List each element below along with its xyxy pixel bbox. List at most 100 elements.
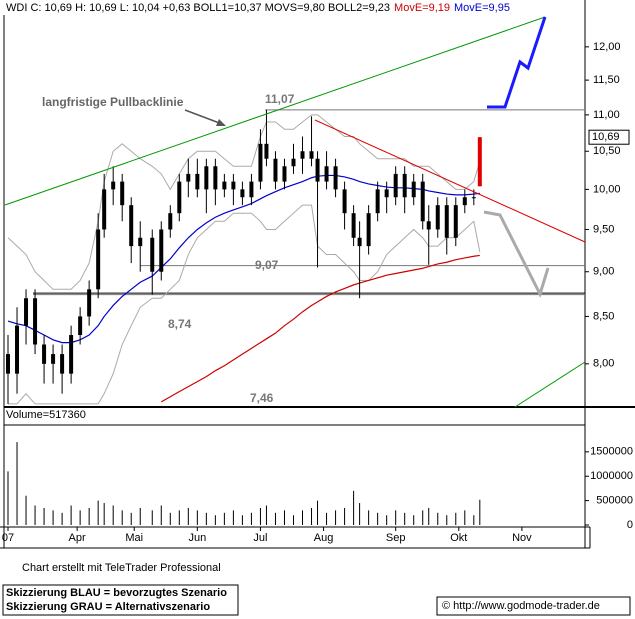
candle-body — [51, 354, 56, 364]
candle-body — [477, 137, 482, 187]
candle-body — [471, 197, 476, 199]
candle-body — [87, 289, 92, 317]
candle-body — [60, 354, 65, 374]
candle-body — [177, 181, 182, 214]
candle-body — [159, 229, 164, 272]
header-bg — [0, 0, 540, 15]
x-tick-label: Mai — [125, 532, 143, 544]
y-tick-label: 8,00 — [593, 358, 614, 370]
x-tick-label: Sep — [386, 532, 406, 544]
x-tick-label: Aug — [314, 532, 334, 544]
trend-line — [314, 119, 586, 243]
candle-body — [300, 151, 305, 159]
candle-body — [24, 298, 29, 326]
candle-body — [120, 181, 125, 206]
candle-body — [204, 166, 209, 190]
plot-area: 11,07 9,07 8,74 7,46 — [6, 92, 585, 525]
trend-line — [4, 16, 546, 206]
legend-entry: MovE=9,95 — [454, 2, 510, 14]
candle-body — [168, 213, 173, 230]
candle-body — [249, 181, 254, 198]
candle-body — [420, 181, 425, 222]
candle-body — [33, 298, 38, 345]
candle-body — [411, 181, 416, 198]
candle-body — [315, 158, 320, 182]
candle-body — [444, 205, 449, 238]
candle-body — [282, 166, 287, 182]
candle-body — [333, 166, 338, 190]
candle-body — [222, 181, 227, 190]
credit: Chart erstellt mit TeleTrader Profession… — [22, 562, 221, 574]
candle-body — [462, 197, 467, 206]
candle-body — [324, 166, 329, 182]
x-tick-label: Okt — [450, 532, 467, 544]
y-tick-label: 10,50 — [593, 145, 621, 157]
candle-body — [186, 173, 191, 182]
bollinger-band — [8, 204, 481, 405]
candle-body — [195, 173, 200, 190]
volume-tick-label: 0 — [627, 519, 633, 531]
candle-body — [6, 354, 11, 374]
candle-body — [342, 189, 347, 214]
candle-body — [150, 237, 155, 272]
scenario-grey — [483, 210, 550, 298]
level-label: 8,74 — [168, 317, 192, 331]
level-label: 9,07 — [255, 258, 279, 272]
header: WDI C: 10,69 H: 10,69 L: 10,04 +0,63 BOL… — [6, 2, 510, 14]
candle-body — [42, 344, 47, 364]
annotation-arrowhead — [216, 119, 226, 126]
header-title: WDI C: 10,69 H: 10,69 L: 10,04 +0,63 BOL… — [6, 2, 390, 14]
y-tick-label: 8,50 — [593, 310, 614, 322]
candle-body — [273, 158, 278, 182]
level-label: 11,07 — [265, 92, 295, 106]
url-box — [436, 596, 631, 616]
legend-entry: MovE=9,19 — [394, 2, 450, 14]
candle-body — [258, 143, 263, 182]
candle-body — [309, 151, 314, 159]
candle-body — [291, 158, 296, 167]
candle-body — [357, 237, 362, 247]
candle-body — [453, 205, 458, 238]
volume-label: Volume=517360 — [6, 409, 86, 421]
candle-body — [231, 181, 236, 190]
candle-body — [384, 189, 389, 198]
y-tick-label: 11,00 — [593, 109, 620, 121]
trend-line — [514, 361, 586, 408]
candle-body — [111, 181, 116, 190]
candle-body — [426, 221, 431, 230]
candle-body — [102, 189, 107, 230]
volume-tick-label: 500000 — [596, 495, 633, 507]
last-price-label: 10,69 — [592, 131, 620, 143]
level-label: 7,46 — [250, 391, 274, 405]
candle-body — [402, 173, 407, 198]
candle-body — [435, 205, 440, 230]
candle-body — [393, 173, 398, 198]
candle-body — [96, 229, 101, 290]
annotation-arrow — [184, 109, 223, 125]
note-box — [2, 584, 239, 616]
candle-body — [213, 166, 218, 190]
candle-body — [375, 189, 380, 214]
url: © http://www.godmode-trader.de — [442, 600, 600, 612]
note-blue: Skizzierung BLAU = bevorzugtes Szenario — [6, 587, 227, 599]
x-tick-label: Jun — [188, 532, 206, 544]
volume-tick-label: 1500000 — [590, 446, 633, 458]
y-tick-label: 9,50 — [593, 223, 614, 235]
candle-body — [78, 316, 83, 336]
candle-body — [240, 189, 245, 198]
note-grey: Skizzierung GRAU = Alternativszenario — [6, 601, 210, 613]
x-tick-label: Nov — [512, 532, 532, 544]
candle-body — [351, 213, 356, 238]
y-tick-label: 12,00 — [593, 41, 621, 53]
y-tick-label: 9,00 — [593, 266, 614, 278]
bollinger-band — [7, 114, 481, 290]
candle-body — [69, 335, 74, 374]
x-tick-label: Apr — [69, 532, 86, 544]
last-price-box — [588, 129, 630, 145]
x-tick-label: Jul — [253, 532, 267, 544]
candle-body — [138, 237, 143, 247]
scenario-blue — [487, 16, 547, 109]
candle-body — [366, 213, 371, 247]
